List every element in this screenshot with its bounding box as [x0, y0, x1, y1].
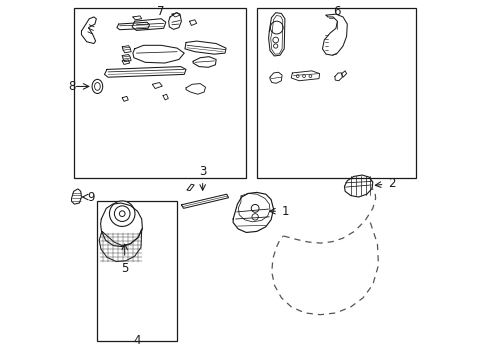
Text: 5: 5 — [121, 262, 128, 275]
Circle shape — [109, 201, 135, 226]
Text: 4: 4 — [133, 334, 141, 347]
Text: 6: 6 — [332, 5, 340, 18]
Text: 1: 1 — [282, 205, 289, 218]
Text: 3: 3 — [199, 165, 206, 178]
Bar — [256, 8, 416, 178]
Bar — [97, 201, 177, 341]
Text: 2: 2 — [387, 177, 395, 190]
Text: 9: 9 — [87, 190, 94, 203]
Text: 8: 8 — [68, 80, 75, 93]
Bar — [74, 8, 246, 178]
Text: 7: 7 — [157, 5, 164, 18]
